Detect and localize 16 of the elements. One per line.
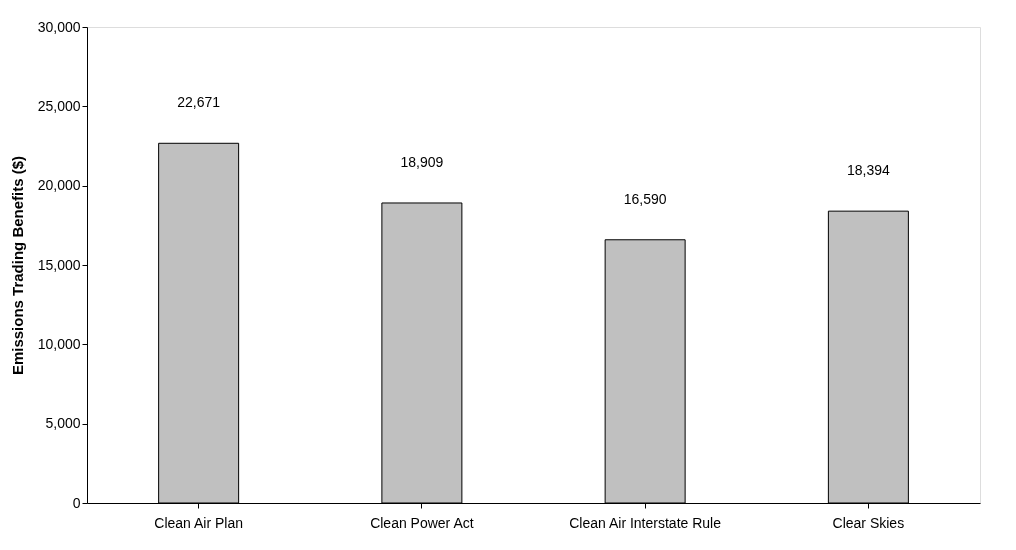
y-tick-label: 10,000 (37, 335, 81, 352)
y-tick-label: 30,000 (37, 18, 81, 35)
x-tick-label: Clean Air Plan (154, 514, 243, 531)
y-tick-label: 5,000 (45, 415, 81, 432)
data-label: 22,671 (177, 94, 221, 111)
y-axis-title: Emissions Trading Benefits ($) (8, 155, 26, 376)
y-tick-label: 0 (72, 494, 81, 511)
x-tick-label: Clean Air Interstate Rule (569, 514, 722, 531)
data-label: 18,394 (846, 162, 890, 179)
y-tick-label: 20,000 (37, 177, 81, 194)
x-tick-label: Clear Skies (832, 514, 905, 531)
data-label: 16,590 (623, 190, 667, 207)
x-tick-label: Clean Power Act (370, 514, 474, 531)
y-tick-label: 25,000 (37, 97, 81, 114)
y-tick-label: 15,000 (37, 256, 81, 273)
data-label: 18,909 (400, 153, 444, 170)
